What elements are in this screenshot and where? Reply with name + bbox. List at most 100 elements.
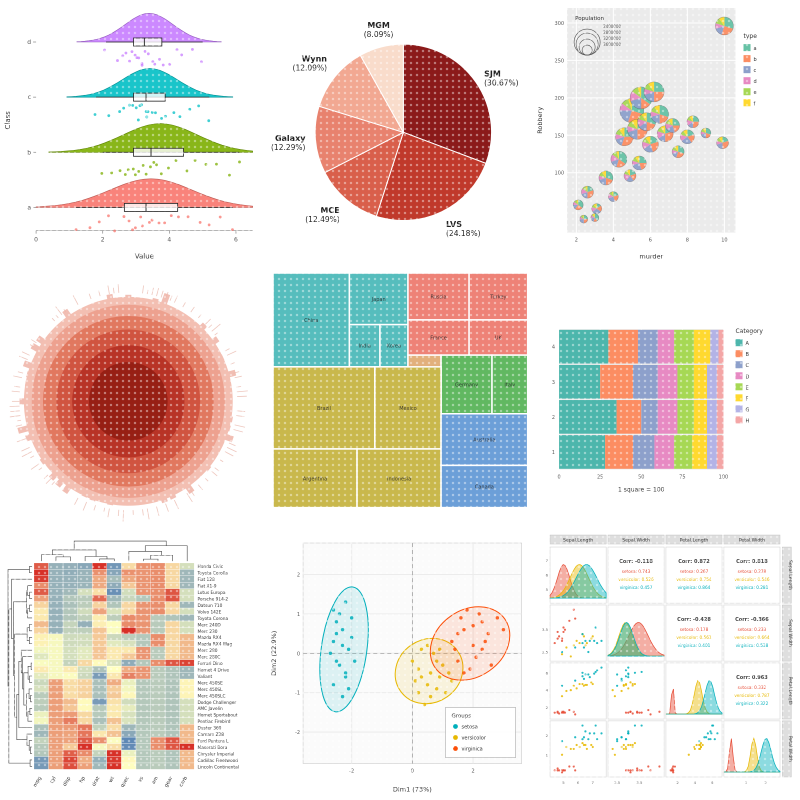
boxplot: [133, 147, 184, 157]
pie-slice-label: LVS: [446, 220, 462, 229]
heatmap-row-label: Chrysler Imperial: [197, 752, 234, 758]
treemap-cell: [406, 271, 470, 321]
svg-text:f: f: [754, 101, 756, 107]
stacked-bar-chart-cell: 0 25 50 75 100 4 3 2 1 1 square = 100 Category A B C D…: [533, 266, 800, 534]
heatmap-row-label: Toyota Corona: [196, 616, 228, 622]
heatmap-col-label: am: [151, 776, 160, 786]
radial-chart: [9, 283, 248, 522]
svg-text:setosa: 0.267: setosa: 0.267: [680, 569, 709, 574]
svg-text:25: 25: [597, 474, 603, 480]
heatmap-col-label: drat: [91, 776, 101, 788]
treemap-cell-label: Indonesia: [387, 476, 411, 482]
bar-segment: [559, 399, 617, 434]
svg-text:1: 1: [552, 450, 555, 456]
svg-text:virginica: 0.401: virginica: 0.401: [678, 643, 711, 648]
bar-segment: [658, 329, 675, 364]
pairs-chart: Sepal.Length Sepal.Width Petal.Length Petal…: [542, 535, 793, 785]
pie-slice: [314, 105, 405, 174]
half-violin: [48, 123, 253, 153]
heatmap-row-label: Toyota Corolla: [196, 571, 228, 577]
bar-segment: [641, 399, 659, 434]
svg-text:2: 2: [546, 705, 549, 710]
radial-plot-area: [9, 283, 248, 522]
heatmap-col-label: vs: [137, 776, 145, 784]
heatmap-col-label: qsec: [120, 776, 131, 789]
heatmap-row-label: Fiat 128: [197, 577, 215, 583]
svg-text:2: 2: [677, 780, 680, 785]
svg-text:virginica: 0.281: virginica: 0.281: [736, 585, 769, 590]
bar-segment: [694, 329, 711, 364]
svg-text:G: G: [746, 407, 750, 413]
svg-text:50: 50: [638, 474, 644, 480]
svg-text:(30.67%): (30.67%): [484, 78, 519, 87]
treemap-chart: China Japan India Korea Russia Turkey France UK…: [271, 271, 529, 509]
svg-text:Corr: -0.428: Corr: -0.428: [677, 617, 711, 623]
heatmap-col-label: hp: [78, 776, 86, 784]
treemap-cell-label: Turkey: [489, 294, 506, 300]
svg-text:Groups: Groups: [451, 714, 471, 720]
heatmap-row-label: Lincoln Continental: [197, 765, 238, 771]
treemap-cell-label: Australia: [473, 437, 495, 443]
bar-segment: [707, 364, 718, 399]
heatmap-row-label: Volvo 142E: [197, 610, 221, 616]
pie-slice: [359, 43, 404, 135]
svg-text:e: e: [754, 90, 757, 96]
treemap-cell-label: Mexico: [399, 406, 416, 412]
heatmap-row-label: Ford Pantera L: [197, 739, 229, 745]
radial-ring: [89, 361, 168, 441]
svg-text:2: 2: [552, 415, 555, 421]
svg-text:2: 2: [471, 769, 474, 775]
svg-text:10: 10: [722, 238, 728, 244]
pairs-col-strip: Petal.Length: [680, 538, 709, 544]
svg-text:versicolor: versicolor: [461, 736, 486, 742]
svg-text:2: 2: [546, 733, 549, 738]
pairs-matrix-area: Sepal.Length Sepal.Width Petal.Length Petal…: [542, 535, 793, 785]
svg-text:b: b: [754, 57, 757, 63]
bar-segment: [707, 399, 718, 434]
svg-text:2.5: 2.5: [542, 650, 549, 655]
svg-text:1: 1: [297, 612, 300, 618]
x-axis-label: murder: [640, 253, 664, 261]
svg-text:100: 100: [719, 474, 729, 480]
y-axis-label: Robbery: [536, 107, 544, 134]
svg-text:0: 0: [34, 237, 38, 244]
treemap-cell-label: Japan: [370, 296, 385, 302]
treemap-cell-label: UK: [495, 335, 503, 341]
svg-text:setosa: 0.332: setosa: 0.332: [738, 685, 767, 690]
treemap-cell-label: China: [304, 318, 318, 324]
bar-segment: [674, 329, 695, 364]
heatmap-row-label: Porsche 914-2: [197, 597, 228, 603]
treemap-cell-label: India: [358, 343, 370, 349]
svg-text:setosa: 0.178: setosa: 0.178: [680, 627, 709, 632]
pie-chart-cell: SJM (30.67%) LVS (24.18%) MCE (12.49%) Galaxy(…: [266, 0, 534, 267]
svg-text:versicolor: 0.754: versicolor: 0.754: [677, 577, 713, 582]
treemap-area: China Japan India Korea Russia Turkey France UK…: [271, 271, 529, 509]
svg-text:Corr: 0.963: Corr: 0.963: [736, 675, 768, 681]
heatmap-row-label: Maserati Bora: [197, 745, 227, 751]
pie-slice: [402, 43, 492, 165]
bar-segment: [605, 434, 634, 469]
bar-segment: [710, 329, 719, 364]
svg-text:d: d: [754, 79, 757, 85]
x-axis-label: Dim1 (73%): [393, 786, 432, 794]
svg-text:2: 2: [101, 237, 105, 244]
svg-text:6: 6: [711, 780, 714, 785]
bar-segment: [694, 364, 708, 399]
svg-text:2800000: 2800000: [604, 30, 622, 35]
bar-segment: [658, 364, 678, 399]
bar-segment: [674, 434, 693, 469]
stacked-bar-chart: 0 25 50 75 100 4 3 2 1 1 square = 100 Category ABCD…: [552, 328, 763, 493]
heatmap-col-label: cyl: [49, 776, 58, 785]
pairs-col-strip: Petal.Width: [739, 538, 765, 544]
bar-segment: [600, 364, 634, 399]
treemap-cell-label: Brazil: [317, 406, 331, 412]
svg-text:0: 0: [410, 769, 413, 775]
svg-text:(12.29%): (12.29%): [271, 143, 306, 152]
svg-text:H: H: [746, 418, 750, 424]
pie-slice-label: Galaxy: [275, 134, 306, 143]
heatmap-col-label: mpg: [32, 776, 43, 789]
svg-text:-2: -2: [349, 769, 354, 775]
bar-segment: [717, 399, 724, 434]
